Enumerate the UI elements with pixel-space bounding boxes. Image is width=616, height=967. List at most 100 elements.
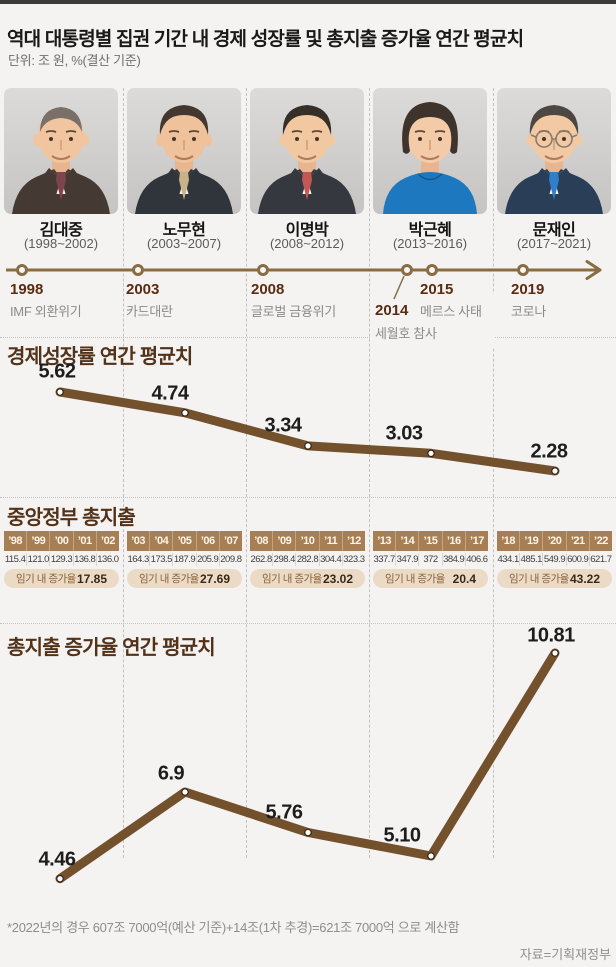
term-growth-label: 임기 내 증가율: [16, 573, 76, 585]
term-growth-pill: 임기 내 증가율 20.4: [373, 569, 488, 588]
expenditure-table-title: 중앙정부 총지출: [7, 507, 136, 529]
timeline-event-dot: [132, 264, 144, 276]
expenditure-group-3: ’08’09’10’11’12 262.8 298.4 282.8 304.4 323.3…: [250, 531, 365, 588]
expenditure-value-cell: 337.7: [373, 553, 397, 566]
timeline-event: 글로벌 금융위기: [251, 304, 336, 319]
timeline-year: 2019: [511, 281, 545, 298]
president-card-1: [4, 88, 118, 214]
data-point: [181, 788, 189, 796]
president-term: (2013~2016): [392, 236, 468, 251]
expenditure-value-label: 4.46: [38, 848, 76, 871]
data-point: [551, 467, 559, 475]
year-header-cell: ’08: [250, 531, 274, 551]
expenditure-value-cell: 121.0: [27, 553, 51, 566]
expenditure-value-cell: 323.3: [343, 554, 365, 565]
expenditure-value-cell: 600.9: [567, 553, 590, 566]
column-separator: [246, 88, 247, 858]
timeline-event: 카드대란: [126, 304, 173, 319]
expenditure-value-cell: 384.9: [443, 553, 466, 566]
expenditure-group-1: ’98’99’00’01’02 115.4 121.0 129.3 136.8 136.0…: [4, 531, 119, 588]
expenditure-value-cell: 406.6: [466, 554, 488, 565]
term-growth-label: 임기 내 증가율: [385, 573, 445, 585]
data-point: [56, 388, 64, 396]
expenditure-group-4: ’13’14’15’16’17 337.7 347.9 372 384.9 406.6 임기…: [373, 531, 488, 588]
expenditure-group-2: ’03’04’05’06’07 164.3 173.5 187.9 205.9 209.8…: [127, 531, 242, 588]
data-point: [304, 442, 312, 450]
term-growth-label: 임기 내 증가율: [139, 573, 199, 585]
president-card-3: [250, 88, 364, 214]
president-card-5: [497, 88, 611, 214]
value-row: 337.7 347.9 372 384.9 406.6: [373, 553, 488, 566]
year-header-cell: ’02: [96, 531, 119, 551]
expenditure-value-cell: 262.8: [250, 553, 274, 566]
data-point: [304, 828, 312, 837]
timeline-event: IMF 외환위기: [10, 304, 82, 319]
year-header-row: ’98’99’00’01’02: [4, 531, 119, 551]
expenditure-value-cell: 205.9: [197, 553, 220, 566]
column-separator: [493, 88, 494, 858]
expenditure-value-cell: 549.9: [543, 553, 567, 566]
expenditure-group-5: ’18’19’20’21’22 434.1 485.1 549.9 600.9 621.7…: [497, 531, 612, 588]
timeline-year: 2003: [126, 281, 160, 298]
president-portrait-image: [135, 105, 233, 214]
term-growth-pill: 임기 내 증가율 23.02: [250, 569, 365, 588]
source-credit: 자료=기획재정부: [519, 947, 611, 962]
timeline-event-dot: [517, 264, 529, 276]
expenditure-chart-title: 총지출 증가율 연간 평균치: [7, 637, 216, 659]
page-title: 역대 대통령별 집권 기간 내 경제 성장률 및 총지출 증가율 연간 평균치: [7, 28, 524, 50]
expenditure-value-cell: 209.8: [220, 554, 242, 565]
footnote: *2022년의 경우 607조 7000억(예산 기준)+14조(1차 추경)=…: [7, 920, 460, 935]
year-header-row: ’13’14’15’16’17: [373, 531, 488, 551]
president-card-4: [373, 88, 487, 214]
president-portrait-image: [505, 105, 603, 214]
expenditure-value-label: 5.10: [383, 824, 421, 847]
timeline-event: 코로나: [511, 304, 546, 319]
value-row: 262.8 298.4 282.8 304.4 323.3: [250, 553, 365, 566]
data-point: [56, 874, 64, 883]
year-header-cell: ’17: [465, 531, 488, 551]
growth-value-label: 5.62: [38, 360, 76, 383]
president-card-2: [127, 88, 241, 214]
year-header-cell: ’18: [497, 531, 521, 551]
year-header-cell: ’03: [127, 531, 151, 551]
year-header-cell: ’07: [219, 531, 242, 551]
term-growth-label: 임기 내 증가율: [509, 573, 569, 585]
growth-value-label: 2.28: [530, 440, 568, 463]
timeline-event-dot: [426, 264, 438, 276]
year-header-cell: ’10: [296, 531, 320, 551]
president-name: 문재인: [532, 222, 576, 239]
column-separator: [123, 88, 124, 858]
growth-value-label: 3.34: [264, 414, 302, 437]
timeline-arrow-icon: [585, 260, 602, 280]
data-point: [181, 408, 189, 417]
expenditure-value-cell: 164.3: [127, 553, 151, 566]
expenditure-value-cell: 187.9: [173, 553, 197, 566]
president-portrait-image: [383, 102, 477, 214]
expenditure-value-cell: 282.8: [296, 553, 320, 566]
year-header-cell: ’01: [73, 531, 97, 551]
term-growth-pill: 임기 내 증가율 43.22: [497, 569, 612, 588]
expenditure-value-label: 10.81: [527, 624, 575, 647]
dotted-separator: [0, 337, 616, 338]
timeline-event-dot: [16, 264, 28, 276]
term-growth-value: 20.4: [452, 571, 476, 586]
year-header-cell: ’15: [419, 531, 443, 551]
president-term: (1998~2002): [23, 236, 99, 251]
expenditure-value-cell: 136.0: [97, 554, 119, 565]
expenditure-value-cell: 136.8: [74, 553, 97, 566]
president-term: (2017~2021): [516, 236, 592, 251]
value-row: 164.3 173.5 187.9 205.9 209.8: [127, 553, 242, 566]
president-portrait-image: [258, 105, 356, 214]
year-header-cell: ’00: [50, 531, 74, 551]
term-growth-value: 23.02: [322, 571, 353, 586]
growth-value-label: 4.74: [151, 382, 189, 405]
expenditure-value-cell: 621.7: [590, 554, 612, 565]
term-growth-value: 43.22: [569, 571, 600, 586]
year-header-cell: ’09: [273, 531, 297, 551]
gdp-growth-line: [55, 387, 560, 476]
expenditure-value-cell: 485.1: [520, 553, 544, 566]
president-term: (2003~2007): [146, 236, 222, 251]
top-accent-bar: [0, 0, 616, 4]
timeline-event: 세월호 참사: [375, 326, 437, 341]
president-term: (2008~2012): [269, 236, 345, 251]
